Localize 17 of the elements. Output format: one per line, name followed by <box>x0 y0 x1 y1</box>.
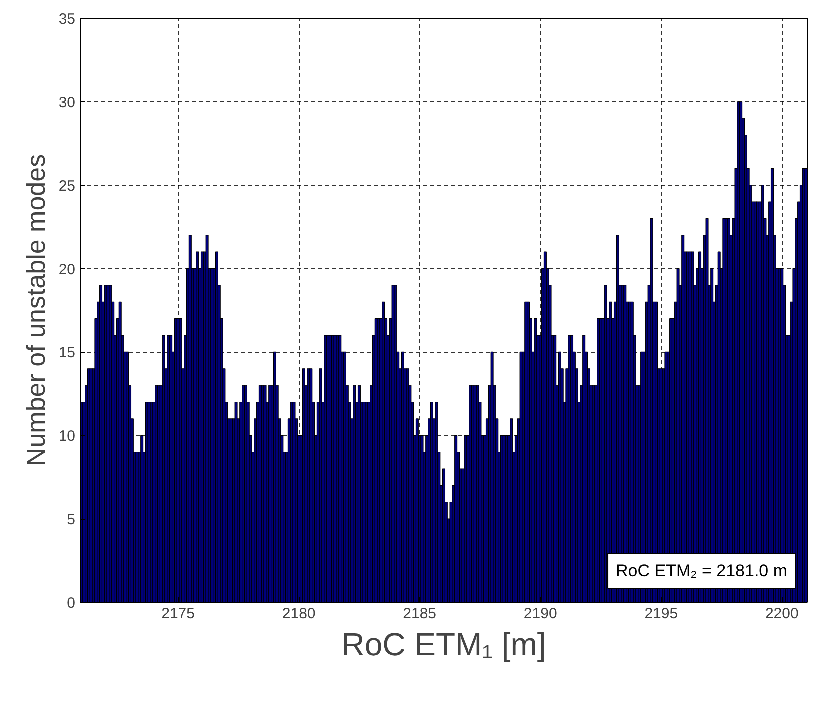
x-tick-label: 2175 <box>162 606 196 622</box>
x-axis-title: RoC ETM₁ [m] <box>342 626 546 662</box>
x-tick-label: 2195 <box>644 606 678 622</box>
y-axis-title: Number of unstable modes <box>20 154 51 467</box>
y-tick-label: 10 <box>58 428 76 446</box>
x-tick-label: 2185 <box>403 606 437 622</box>
y-tick-label: 5 <box>67 512 76 529</box>
x-tick-label: 2200 <box>765 606 799 622</box>
y-tick-label: 25 <box>58 178 76 195</box>
y-tick-label: 20 <box>58 261 76 278</box>
x-tick-label: 2190 <box>524 606 558 622</box>
y-tick-label: 0 <box>67 595 76 612</box>
x-tick-label: 2180 <box>282 606 316 622</box>
y-tick-label: 35 <box>58 11 76 28</box>
y-tick-label: 15 <box>58 344 76 362</box>
y-tick-label: 30 <box>58 94 76 112</box>
annotation: RoC ETM₂ = 2181.0 m <box>616 562 788 580</box>
